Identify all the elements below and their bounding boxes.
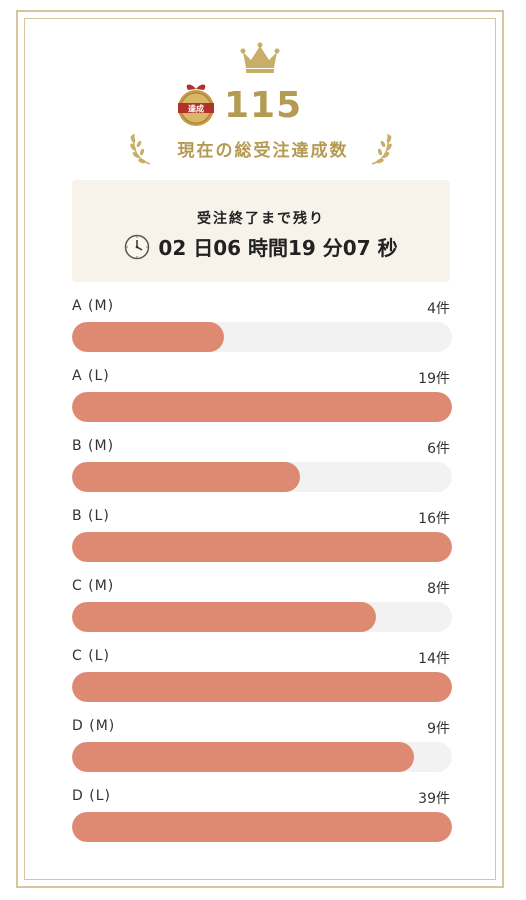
inner-frame — [24, 18, 496, 880]
total-orders-count: 115 — [224, 85, 303, 126]
progress-track — [72, 322, 452, 352]
outer-frame — [16, 10, 504, 888]
list-item: D (M) 9件 — [72, 718, 452, 788]
laurel-right-icon — [371, 133, 392, 165]
item-count: 9件 — [427, 721, 450, 737]
item-label: C (M) — [72, 578, 115, 594]
progress-fill — [72, 602, 376, 632]
progress-track — [72, 392, 452, 422]
item-label: B (M) — [72, 438, 115, 454]
item-label: A (M) — [72, 298, 115, 314]
list-item: A (L) 19件 — [72, 368, 452, 438]
item-count: 14件 — [418, 651, 450, 667]
item-count: 8件 — [427, 581, 450, 597]
progress-track — [72, 602, 452, 632]
progress-fill — [72, 532, 452, 562]
item-label: A (L) — [72, 368, 110, 384]
item-count: 16件 — [418, 511, 450, 527]
progress-track — [72, 742, 452, 772]
item-label: B (L) — [72, 508, 110, 524]
item-count: 6件 — [427, 441, 450, 457]
item-label: D (L) — [72, 788, 111, 804]
list-item: A (M) 4件 — [72, 298, 452, 368]
clock-icon — [125, 234, 150, 260]
badge-text: 達成 — [188, 104, 204, 114]
item-count: 4件 — [427, 301, 450, 317]
countdown-label: 受注終了まで残り — [197, 211, 325, 227]
progress-fill — [72, 812, 452, 842]
list-item: B (M) 6件 — [72, 438, 452, 508]
progress-fill — [72, 742, 414, 772]
progress-track — [72, 812, 452, 842]
item-count: 19件 — [418, 371, 450, 387]
progress-track — [72, 672, 452, 702]
progress-fill — [72, 392, 452, 422]
item-label: C (L) — [72, 648, 110, 664]
achievement-badge-icon: 達成 — [178, 84, 214, 126]
progress-fill — [72, 672, 452, 702]
item-label: D (M) — [72, 718, 116, 734]
list-item: C (L) 14件 — [72, 648, 452, 718]
countdown-panel: 受注終了まで残り 02 日06 時間19 分07 秒 — [72, 180, 450, 282]
list-item: D (L) 39件 — [72, 788, 452, 858]
subtitle: 現在の総受注達成数 — [177, 141, 349, 161]
countdown-timer: 02 日06 時間19 分07 秒 — [72, 232, 450, 261]
laurel-left-icon — [130, 133, 151, 165]
item-count: 39件 — [418, 791, 450, 807]
list-item: B (L) 16件 — [72, 508, 452, 578]
progress-fill — [72, 462, 300, 492]
list-item: C (M) 8件 — [72, 578, 452, 648]
progress-track — [72, 462, 452, 492]
progress-fill — [72, 322, 224, 352]
crown-icon — [240, 42, 280, 73]
countdown-time: 02 日06 時間19 分07 秒 — [158, 236, 398, 260]
item-progress-list: A (M) 4件 A (L) 19件 B (M) 6件 B (L) 16件 C … — [72, 298, 452, 858]
progress-track — [72, 532, 452, 562]
